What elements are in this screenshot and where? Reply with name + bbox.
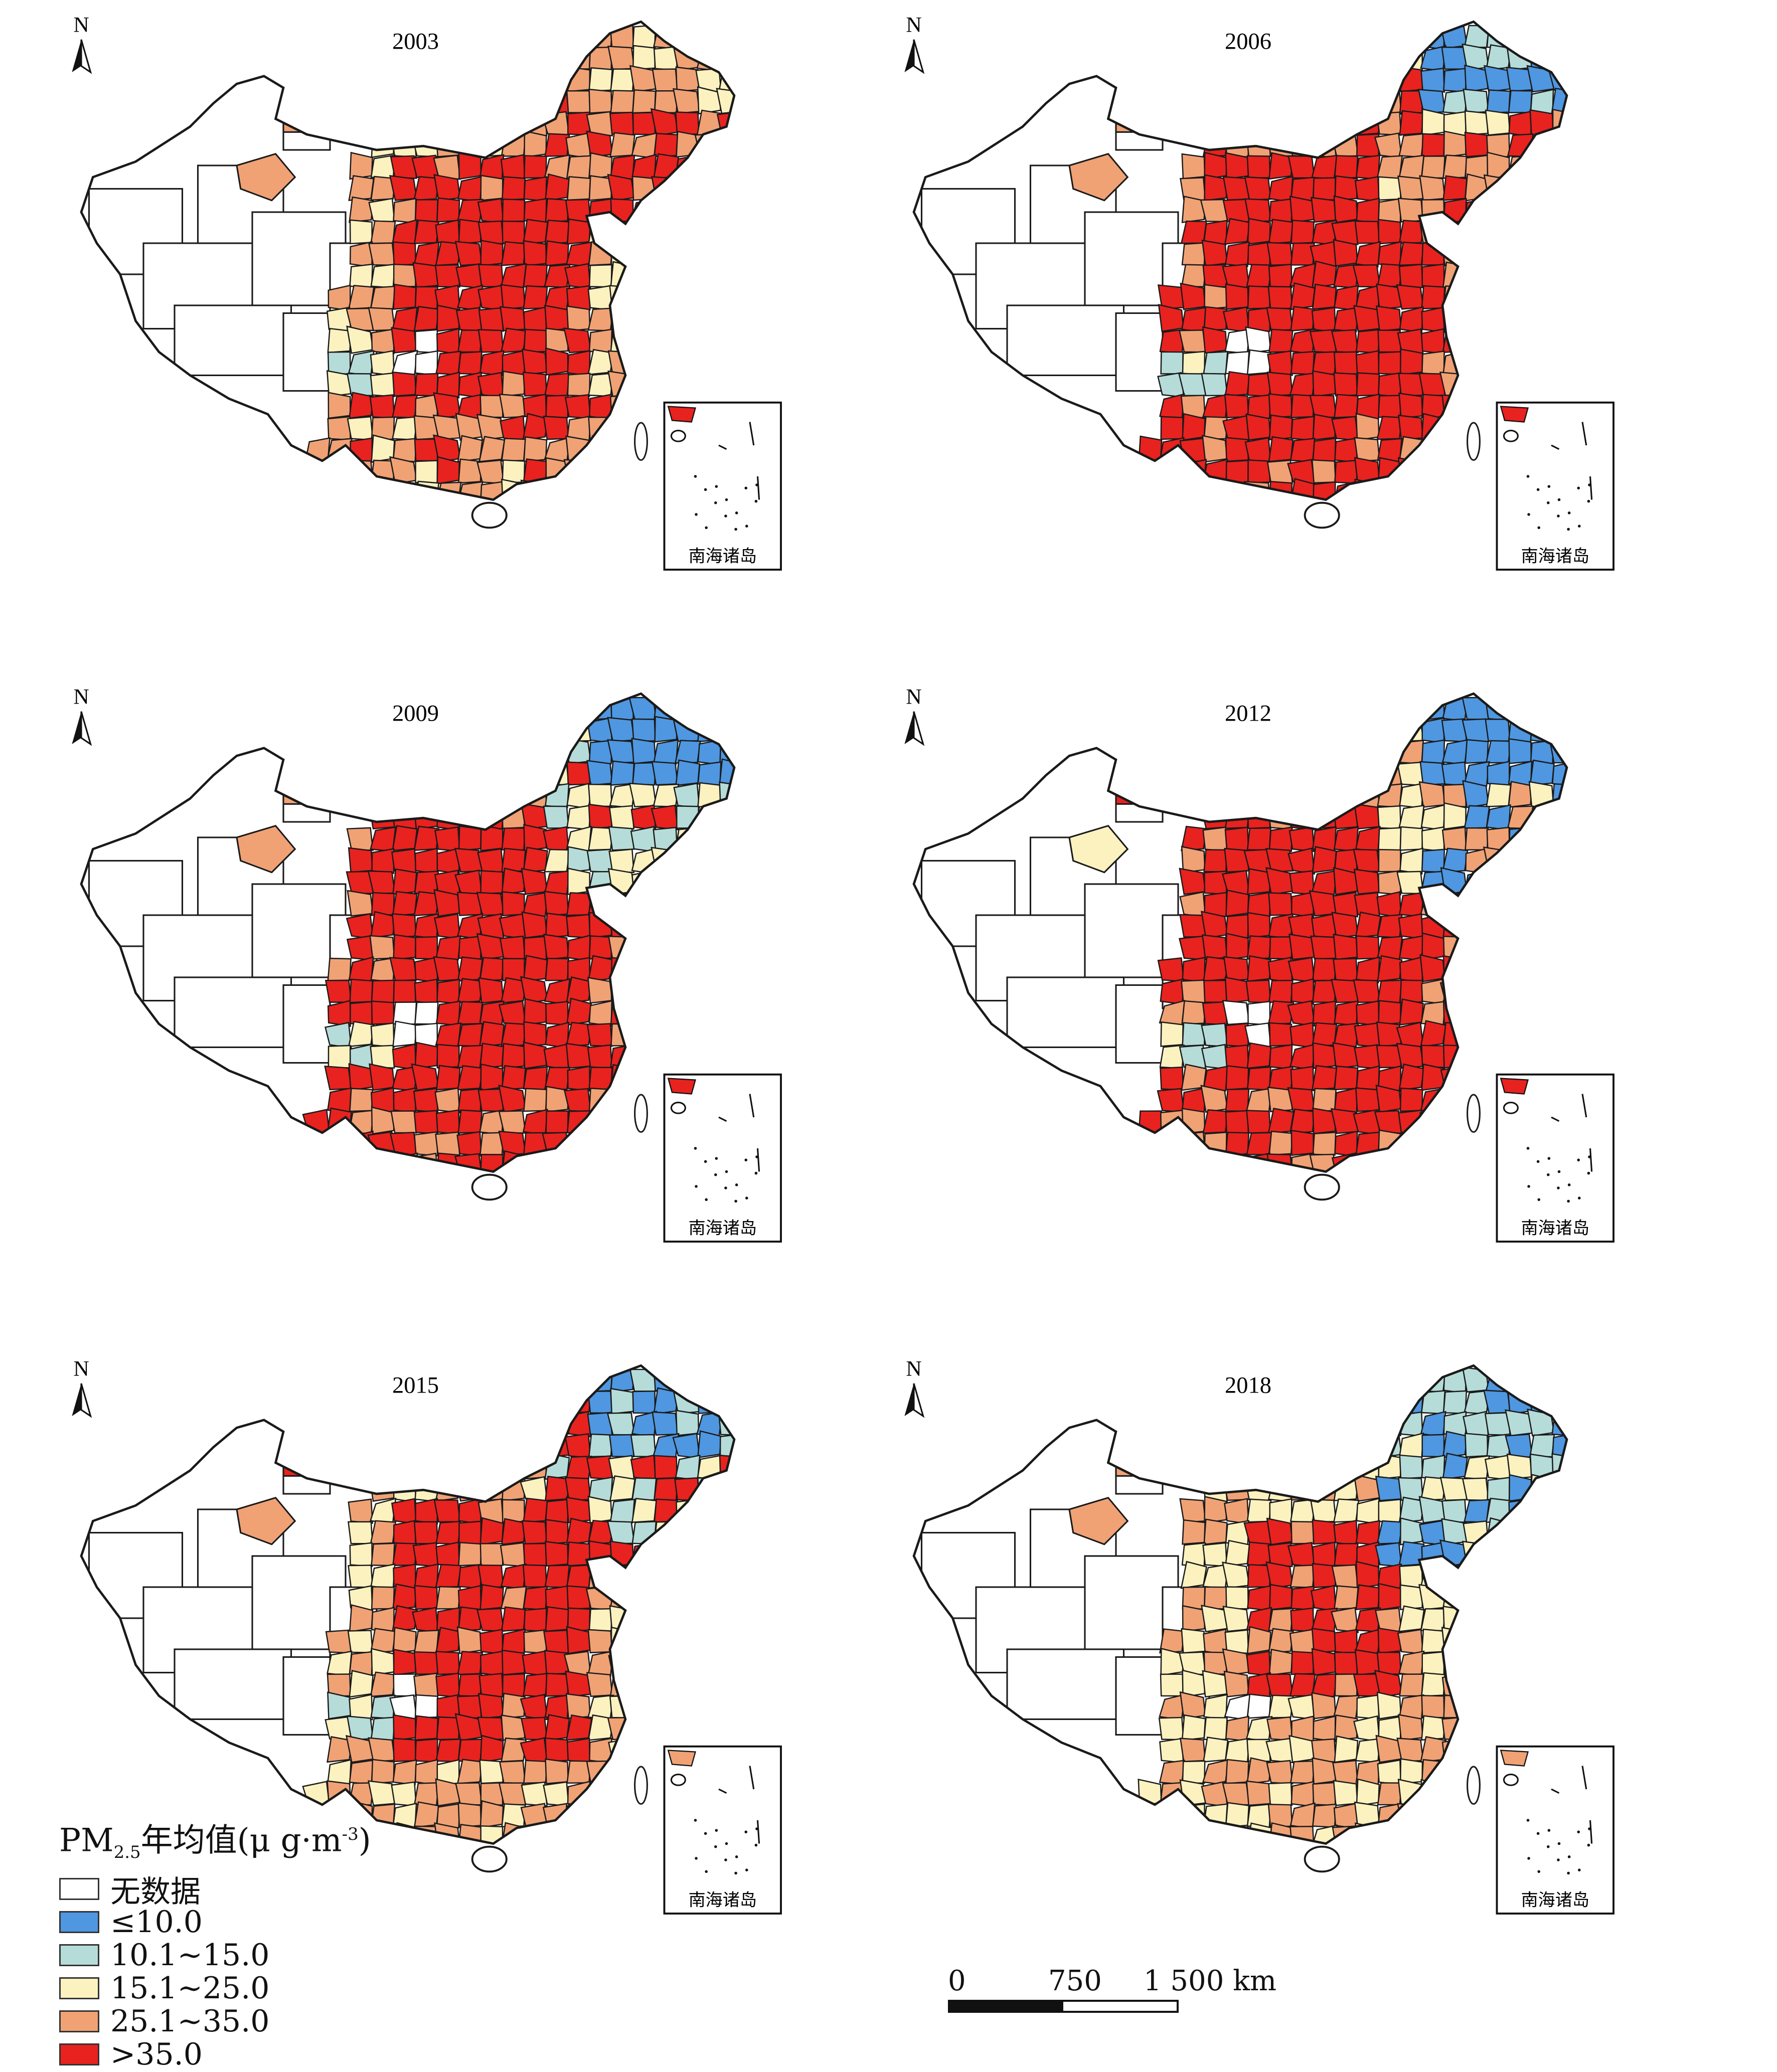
inset-south-china-sea: 南海诸岛 xyxy=(663,1073,782,1243)
scale-bar: 0 750 1 500 km xyxy=(948,1965,1294,2030)
legend-swatch xyxy=(59,1977,99,2000)
year-label: 2015 xyxy=(392,1373,439,1399)
inset-label: 南海诸岛 xyxy=(1521,547,1589,567)
scale-label-0: 0 xyxy=(948,1965,966,1997)
map-panel-2003: 2003 N 南海诸岛 xyxy=(72,13,782,571)
svg-text:N: N xyxy=(73,13,89,37)
map-panel-2018: 2018 N 南海诸岛 xyxy=(904,1356,1614,1915)
legend-item-10-15: 10.1~15.0 xyxy=(59,1938,450,1973)
inset-label: 南海诸岛 xyxy=(689,1219,757,1239)
map-panel-2009: 2009 N 南海诸岛 xyxy=(72,684,782,1243)
north-arrow-icon: N xyxy=(904,13,925,74)
north-arrow-icon: N xyxy=(904,1356,925,1418)
inset-label: 南海诸岛 xyxy=(689,547,757,567)
inset-label: 南海诸岛 xyxy=(689,1890,757,1911)
north-arrow-icon: N xyxy=(72,1356,92,1418)
north-arrow-icon: N xyxy=(904,684,925,746)
legend-swatch xyxy=(59,1911,99,1934)
scale-bar-graphic xyxy=(948,2000,1179,2013)
year-label: 2006 xyxy=(1225,29,1271,55)
north-arrow-icon: N xyxy=(72,13,92,74)
legend-item-15-25: 15.1~25.0 xyxy=(59,1971,450,2006)
inset-south-china-sea: 南海诸岛 xyxy=(1496,1745,1614,1915)
svg-text:N: N xyxy=(906,13,921,37)
year-label: 2012 xyxy=(1225,701,1271,727)
svg-text:N: N xyxy=(906,1356,921,1380)
year-label: 2018 xyxy=(1225,1373,1271,1399)
map-panel-2006: 2006 N 南海诸岛 xyxy=(904,13,1614,571)
legend-item-le10: ≤10.0 xyxy=(59,1905,450,1940)
inset-label: 南海诸岛 xyxy=(1521,1890,1589,1911)
legend-item-no-data: 无数据 xyxy=(59,1872,450,1910)
legend-swatch xyxy=(59,1944,99,1967)
inset-label: 南海诸岛 xyxy=(1521,1219,1589,1239)
inset-south-china-sea: 南海诸岛 xyxy=(663,401,782,571)
year-label: 2009 xyxy=(392,701,439,727)
north-arrow-icon: N xyxy=(72,684,92,746)
inset-south-china-sea: 南海诸岛 xyxy=(1496,401,1614,571)
svg-text:N: N xyxy=(906,684,921,709)
svg-text:N: N xyxy=(73,1356,89,1380)
legend-swatch xyxy=(59,2043,99,2066)
legend-item-gt35: >35.0 xyxy=(59,2037,450,2072)
legend-swatch xyxy=(59,1878,99,1901)
inset-south-china-sea: 南海诸岛 xyxy=(1496,1073,1614,1243)
svg-text:N: N xyxy=(73,684,89,709)
legend-swatch xyxy=(59,2010,99,2033)
legend-title: PM2.5年均值(μ g·m-3) xyxy=(59,1822,371,1863)
scale-label-1500: 1 500 km xyxy=(1144,1965,1277,1997)
inset-south-china-sea: 南海诸岛 xyxy=(663,1745,782,1915)
year-label: 2003 xyxy=(392,29,439,55)
legend-item-25-35: 25.1~35.0 xyxy=(59,2004,450,2039)
map-panel-2012: 2012 N 南海诸岛 xyxy=(904,684,1614,1243)
legend: PM2.5年均值(μ g·m-3) 无数据 ≤10.0 10.1~15.0 15… xyxy=(59,1814,450,2072)
scale-label-750: 750 xyxy=(1048,1965,1102,1997)
